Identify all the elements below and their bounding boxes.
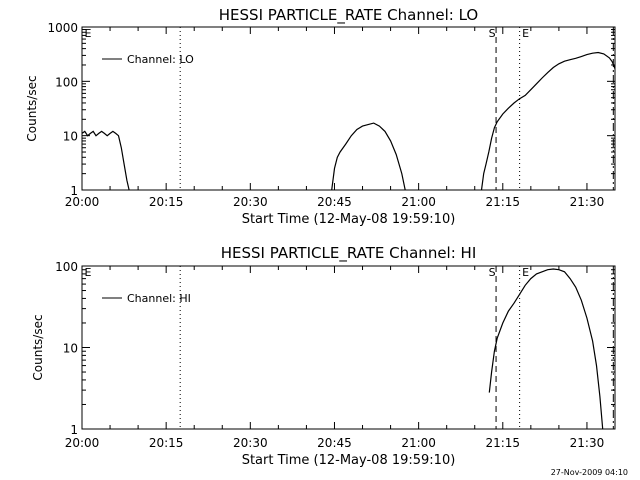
x-tick-label: 21:30 — [570, 436, 605, 450]
hi-channel-chart: HESSI PARTICLE_RATE Channel: HI 20:00 20:1… — [31, 244, 616, 468]
y-tick-label: 1000 — [47, 21, 78, 35]
series-line — [331, 122, 406, 191]
x-tick-label: 21:00 — [401, 436, 436, 450]
marker-label: E — [522, 27, 529, 40]
x-tick-label: 20:45 — [317, 436, 352, 450]
x-tick-label: 21:15 — [485, 195, 520, 209]
x-tick-label: 20:30 — [233, 436, 268, 450]
x-axis-label: Start Time (12-May-08 19:59:10) — [242, 453, 456, 468]
x-tick-label: 21:15 — [485, 436, 520, 450]
chart-title: HESSI PARTICLE_RATE Channel: LO — [219, 6, 478, 25]
y-tick-label: 10 — [63, 342, 78, 356]
x-tick-label: 21:30 — [570, 195, 605, 209]
legend-label: Channel: LO — [127, 53, 194, 66]
y-tick-label: 10 — [63, 130, 78, 144]
x-tick-label: 20:00 — [65, 195, 100, 209]
plot-date: 27-Nov-2009 04:10 — [551, 468, 628, 477]
x-tick-label: 20:15 — [149, 436, 184, 450]
legend-label: Channel: HI — [127, 292, 191, 305]
chart-title: HESSI PARTICLE_RATE Channel: HI — [221, 244, 477, 263]
corner-mark: E — [85, 27, 92, 40]
corner-mark: E — [85, 266, 92, 279]
series-line — [81, 130, 130, 191]
x-tick-label: 20:15 — [149, 195, 184, 209]
marker-label: S — [489, 266, 496, 279]
y-axis-label: Counts/sec — [31, 314, 45, 380]
y-tick-label: 1 — [70, 423, 78, 437]
x-axis-label: Start Time (12-May-08 19:59:10) — [242, 212, 456, 227]
series-line — [480, 51, 616, 191]
y-tick-label: 100 — [55, 260, 78, 274]
x-tick-label: 20:30 — [233, 195, 268, 209]
x-tick-label: 21:00 — [401, 195, 436, 209]
axes-frame — [81, 265, 616, 430]
marker-label: S — [489, 27, 496, 40]
marker-label: E — [522, 266, 529, 279]
y-tick-label: 100 — [55, 75, 78, 89]
x-tick-label: 20:00 — [65, 436, 100, 450]
y-axis-label: Counts/sec — [25, 75, 39, 141]
series-line — [488, 268, 604, 430]
lo-channel-chart: HESSI PARTICLE_RATE Channel: LO 20:00 20:1… — [25, 6, 616, 227]
y-tick-label: 1 — [70, 184, 78, 198]
axes-frame — [81, 26, 616, 191]
x-tick-label: 20:45 — [317, 195, 352, 209]
